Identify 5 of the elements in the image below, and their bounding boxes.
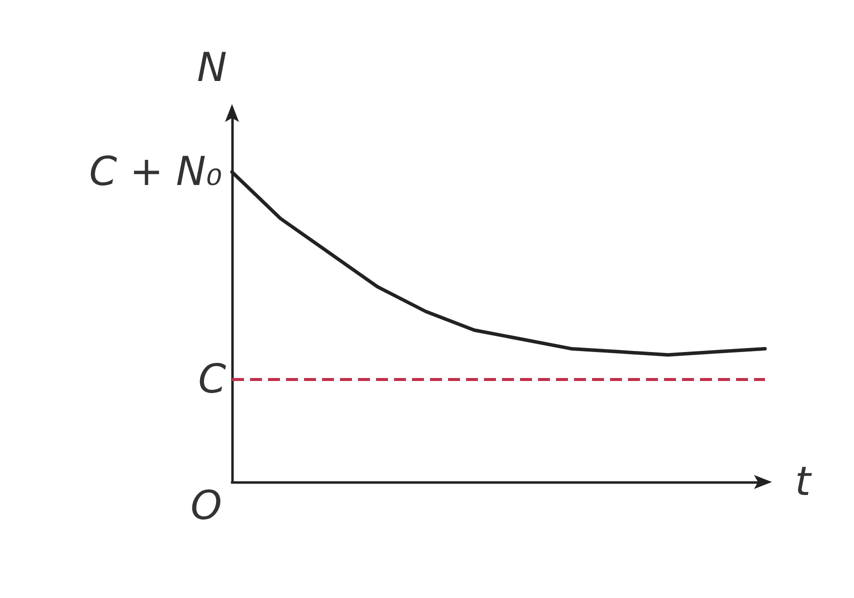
text: O <box>190 483 222 529</box>
x-axis-title: t <box>795 459 812 505</box>
ref-line-label: C <box>198 356 226 403</box>
text: C + N₀ <box>89 149 222 195</box>
y-axis-title: N <box>197 45 227 91</box>
